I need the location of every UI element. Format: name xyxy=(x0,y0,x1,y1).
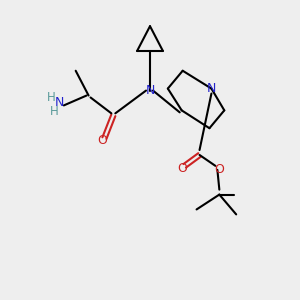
Text: O: O xyxy=(214,163,224,176)
Text: N: N xyxy=(145,84,155,97)
Text: H: H xyxy=(50,105,58,118)
Text: N: N xyxy=(207,82,216,95)
Text: N: N xyxy=(55,96,64,109)
Text: H: H xyxy=(46,91,55,104)
Text: O: O xyxy=(177,162,187,175)
Text: O: O xyxy=(98,134,107,147)
